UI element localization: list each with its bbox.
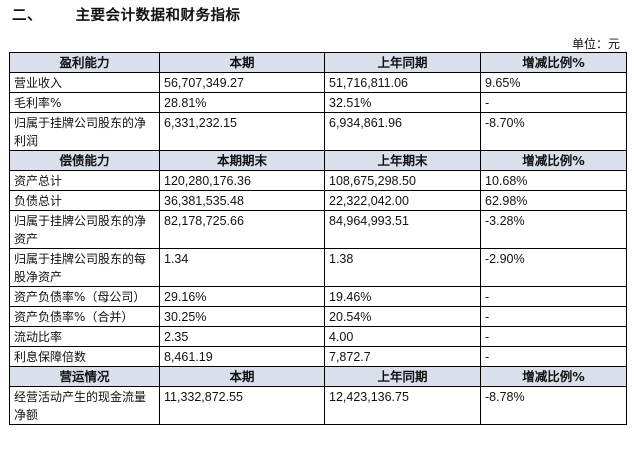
row-label: 毛利率% xyxy=(9,92,160,113)
row-label: 负债总计 xyxy=(9,190,160,211)
row-label: 资产总计 xyxy=(9,170,160,191)
change-value: -2.90% xyxy=(480,248,627,287)
prior-value: 19.46% xyxy=(324,286,481,307)
current-value: 82,178,725.66 xyxy=(159,210,325,249)
financial-indicators-table: 盈利能力 本期 上年同期 增减比例% 营业收入 56,707,349.27 51… xyxy=(9,52,627,425)
header-cell: 上年同期 xyxy=(324,52,481,73)
prior-value: 12,423,136.75 xyxy=(324,386,481,425)
section-number: 二、 xyxy=(12,8,42,24)
row-label: 资产负债率%（母公司） xyxy=(9,286,160,307)
row-label: 利息保障倍数 xyxy=(9,346,160,367)
header-cell: 增减比例% xyxy=(480,52,627,73)
header-cell: 偿债能力 xyxy=(9,150,160,171)
change-value: - xyxy=(480,326,627,347)
current-value: 29.16% xyxy=(159,286,325,307)
current-value: 8,461.19 xyxy=(159,346,325,367)
section-heading: 二、 主要会计数据和财务指标 xyxy=(12,4,241,25)
prior-value: 51,716,811.06 xyxy=(324,72,481,93)
table-row: 利息保障倍数 8,461.19 7,872.7 - xyxy=(9,346,627,367)
header-cell: 上年期末 xyxy=(324,150,481,171)
prior-value: 20.54% xyxy=(324,306,481,327)
current-value: 6,331,232.15 xyxy=(159,112,325,151)
change-value: - xyxy=(480,306,627,327)
change-value: - xyxy=(480,92,627,113)
change-value: 62.98% xyxy=(480,190,627,211)
table-row: 资产负债率%（合并） 30.25% 20.54% - xyxy=(9,306,627,327)
prior-value: 32.51% xyxy=(324,92,481,113)
header-cell: 增减比例% xyxy=(480,150,627,171)
current-value: 28.81% xyxy=(159,92,325,113)
solvency-header-row: 偿债能力 本期期末 上年期末 增减比例% xyxy=(9,150,627,171)
header-cell: 增减比例% xyxy=(480,366,627,387)
table-row: 资产总计 120,280,176.36 108,675,298.50 10.68… xyxy=(9,170,627,191)
table-row: 流动比率 2.35 4.00 - xyxy=(9,326,627,347)
change-value: - xyxy=(480,346,627,367)
table-row: 资产负债率%（母公司） 29.16% 19.46% - xyxy=(9,286,627,307)
prior-value: 108,675,298.50 xyxy=(324,170,481,191)
row-label: 流动比率 xyxy=(9,326,160,347)
prior-value: 7,872.7 xyxy=(324,346,481,367)
current-value: 120,280,176.36 xyxy=(159,170,325,191)
row-label: 归属于挂牌公司股东的净利润 xyxy=(9,112,160,151)
table-row: 归属于挂牌公司股东的每股净资产 1.34 1.38 -2.90% xyxy=(9,248,627,287)
table-row: 营业收入 56,707,349.27 51,716,811.06 9.65% xyxy=(9,72,627,93)
table-row: 毛利率% 28.81% 32.51% - xyxy=(9,92,627,113)
row-label: 营业收入 xyxy=(9,72,160,93)
table-row: 负债总计 36,381,535.48 22,322,042.00 62.98% xyxy=(9,190,627,211)
change-value: -8.70% xyxy=(480,112,627,151)
row-label: 归属于挂牌公司股东的净资产 xyxy=(9,210,160,249)
profitability-header-row: 盈利能力 本期 上年同期 增减比例% xyxy=(9,52,627,73)
row-label: 归属于挂牌公司股东的每股净资产 xyxy=(9,248,160,287)
prior-value: 1.38 xyxy=(324,248,481,287)
header-cell: 盈利能力 xyxy=(9,52,160,73)
row-label: 资产负债率%（合并） xyxy=(9,306,160,327)
row-label: 经营活动产生的现金流量净额 xyxy=(9,386,160,425)
section-title: 主要会计数据和财务指标 xyxy=(75,8,241,24)
prior-value: 84,964,993.51 xyxy=(324,210,481,249)
prior-value: 6,934,861.96 xyxy=(324,112,481,151)
current-value: 36,381,535.48 xyxy=(159,190,325,211)
header-cell: 本期期末 xyxy=(159,150,325,171)
current-value: 30.25% xyxy=(159,306,325,327)
prior-value: 22,322,042.00 xyxy=(324,190,481,211)
operations-header-row: 营运情况 本期 上年同期 增减比例% xyxy=(9,366,627,387)
prior-value: 4.00 xyxy=(324,326,481,347)
current-value: 1.34 xyxy=(159,248,325,287)
header-cell: 上年同期 xyxy=(324,366,481,387)
change-value: - xyxy=(480,286,627,307)
unit-label: 单位：元 xyxy=(571,37,620,51)
header-cell: 本期 xyxy=(159,366,325,387)
change-value: -8.78% xyxy=(480,386,627,425)
current-value: 56,707,349.27 xyxy=(159,72,325,93)
header-cell: 营运情况 xyxy=(9,366,160,387)
current-value: 11,332,872.55 xyxy=(159,386,325,425)
table-row: 归属于挂牌公司股东的净资产 82,178,725.66 84,964,993.5… xyxy=(9,210,627,249)
change-value: 9.65% xyxy=(480,72,627,93)
change-value: 10.68% xyxy=(480,170,627,191)
header-cell: 本期 xyxy=(159,52,325,73)
change-value: -3.28% xyxy=(480,210,627,249)
current-value: 2.35 xyxy=(159,326,325,347)
table-row: 经营活动产生的现金流量净额 11,332,872.55 12,423,136.7… xyxy=(9,386,627,425)
table-row: 归属于挂牌公司股东的净利润 6,331,232.15 6,934,861.96 … xyxy=(9,112,627,151)
